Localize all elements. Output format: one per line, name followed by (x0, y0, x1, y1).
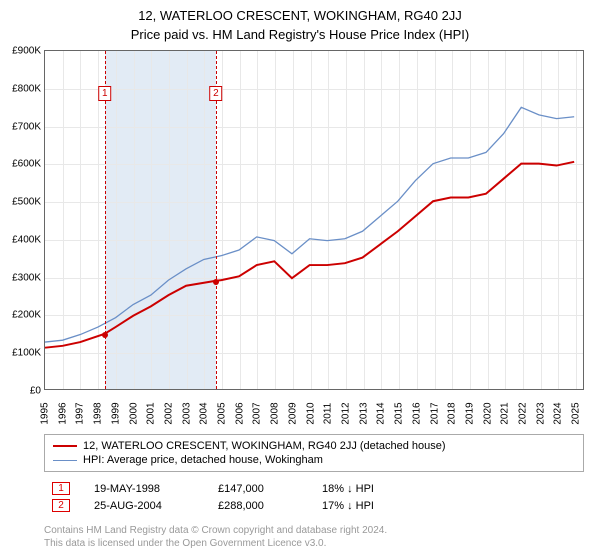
x-tick-label: 2025 (571, 402, 582, 424)
series-price_paid (45, 162, 574, 348)
x-tick-label: 2000 (128, 402, 139, 424)
chart-area: £0£100K£200K£300K£400K£500K£600K£700K£80… (44, 50, 584, 390)
footer-note: Contains HM Land Registry data © Crown c… (44, 524, 584, 550)
y-tick-label: £300K (1, 272, 41, 283)
sales-date: 19-MAY-1998 (94, 483, 194, 495)
x-tick-label: 2004 (199, 402, 210, 424)
y-tick-label: £100K (1, 348, 41, 359)
sales-row: 1 19-MAY-1998 £147,000 18% ↓ HPI (52, 480, 576, 497)
x-tick-label: 2008 (270, 402, 281, 424)
x-tick-label: 2011 (323, 403, 334, 425)
x-tick-label: 2015 (394, 402, 405, 424)
sales-hpi: 18% ↓ HPI (322, 483, 412, 495)
x-tick-label: 2001 (146, 402, 157, 424)
marker-line (216, 51, 217, 389)
legend-row: HPI: Average price, detached house, Woki… (53, 453, 575, 467)
x-tick-label: 1997 (75, 402, 86, 424)
x-tick-label: 2007 (252, 402, 263, 424)
legend-swatch (53, 445, 77, 447)
series-hpi (45, 107, 574, 342)
marker-label: 1 (98, 86, 112, 101)
x-tick-label: 2013 (358, 402, 369, 424)
marker-point (213, 279, 219, 285)
sales-price: £288,000 (218, 500, 298, 512)
page-subtitle: Price paid vs. HM Land Registry's House … (0, 23, 600, 42)
x-tick-label: 2003 (181, 402, 192, 424)
sales-date: 25-AUG-2004 (94, 500, 194, 512)
y-tick-label: £900K (1, 46, 41, 57)
x-tick-label: 2018 (447, 402, 458, 424)
y-tick-label: £500K (1, 197, 41, 208)
x-tick-label: 2009 (287, 402, 298, 424)
footer-line2: This data is licensed under the Open Gov… (44, 537, 584, 550)
sales-box: 1 19-MAY-1998 £147,000 18% ↓ HPI 2 25-AUG-200… (44, 478, 584, 516)
y-tick-label: £400K (1, 234, 41, 245)
x-tick-label: 1995 (40, 402, 51, 424)
legend-text: 12, WATERLOO CRESCENT, WOKINGHAM, RG40 2… (83, 440, 446, 452)
x-tick-label: 2014 (376, 402, 387, 424)
y-tick-label: £0 (1, 386, 41, 397)
y-tick-label: £200K (1, 310, 41, 321)
x-tick-label: 2005 (217, 402, 228, 424)
x-tick-label: 2020 (482, 402, 493, 424)
x-tick-label: 2022 (518, 402, 529, 424)
series-svg (45, 51, 583, 389)
x-tick-label: 2021 (500, 402, 511, 424)
marker-point (102, 332, 108, 338)
y-tick-label: £600K (1, 159, 41, 170)
x-tick-label: 2016 (411, 402, 422, 424)
x-tick-label: 1996 (57, 402, 68, 424)
x-tick-label: 2019 (464, 402, 475, 424)
page-title: 12, WATERLOO CRESCENT, WOKINGHAM, RG40 2… (0, 0, 600, 23)
x-tick-label: 2017 (429, 402, 440, 424)
x-tick-label: 1998 (93, 402, 104, 424)
x-tick-label: 2010 (305, 402, 316, 424)
legend-swatch (53, 460, 77, 461)
x-tick-label: 1999 (110, 402, 121, 424)
legend-text: HPI: Average price, detached house, Woki… (83, 454, 323, 466)
x-tick-label: 2024 (553, 402, 564, 424)
y-tick-label: £800K (1, 83, 41, 94)
x-tick-label: 2002 (163, 402, 174, 424)
marker-label: 2 (209, 86, 223, 101)
y-tick-label: £700K (1, 121, 41, 132)
sales-hpi: 17% ↓ HPI (322, 500, 412, 512)
sales-row: 2 25-AUG-2004 £288,000 17% ↓ HPI (52, 497, 576, 514)
footer-line1: Contains HM Land Registry data © Crown c… (44, 524, 584, 537)
x-tick-label: 2006 (234, 402, 245, 424)
sales-price: £147,000 (218, 483, 298, 495)
x-tick-label: 2012 (340, 402, 351, 424)
x-tick-label: 2023 (535, 402, 546, 424)
sales-num: 1 (52, 482, 70, 495)
legend-box: 12, WATERLOO CRESCENT, WOKINGHAM, RG40 2… (44, 434, 584, 472)
legend-row: 12, WATERLOO CRESCENT, WOKINGHAM, RG40 2… (53, 439, 575, 453)
sales-num: 2 (52, 499, 70, 512)
